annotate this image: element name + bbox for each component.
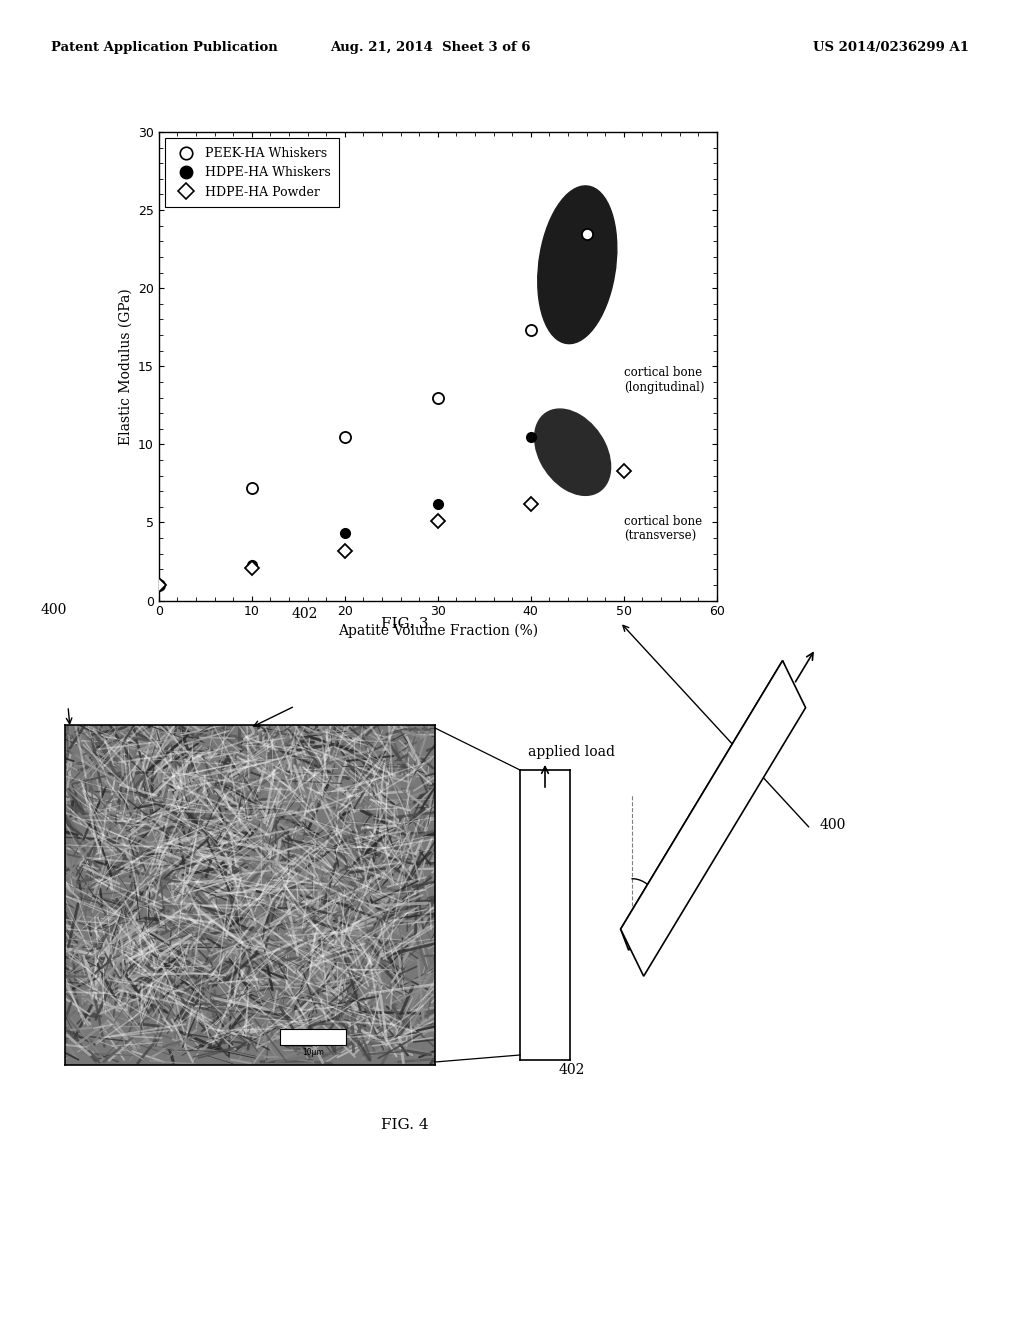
Bar [280,1030,346,1044]
Text: 402: 402 [292,607,318,620]
Text: FIG. 3: FIG. 3 [381,618,428,631]
Text: 400: 400 [819,818,846,832]
Ellipse shape [538,186,616,343]
Text: cortical bone
(longitudinal): cortical bone (longitudinal) [624,366,705,395]
Text: 402: 402 [558,1063,585,1077]
Text: Patent Application Publication: Patent Application Publication [51,41,278,54]
X-axis label: Apatite Volume Fraction (%): Apatite Volume Fraction (%) [338,624,538,639]
Text: cortical bone
(transverse): cortical bone (transverse) [624,515,701,543]
Text: 400: 400 [40,603,67,616]
Y-axis label: Elastic Modulus (GPa): Elastic Modulus (GPa) [119,288,132,445]
Legend: PEEK-HA Whiskers, HDPE-HA Whiskers, HDPE-HA Powder: PEEK-HA Whiskers, HDPE-HA Whiskers, HDPE… [165,139,340,207]
Text: applied load: applied load [528,744,614,759]
Text: US 2014/0236299 A1: US 2014/0236299 A1 [813,41,969,54]
Text: θ: θ [665,902,675,920]
Ellipse shape [535,409,610,495]
Text: Aug. 21, 2014  Sheet 3 of 6: Aug. 21, 2014 Sheet 3 of 6 [330,41,530,54]
Text: 10μm: 10μm [302,1048,324,1057]
Text: FIG. 4: FIG. 4 [381,1118,428,1131]
Polygon shape [621,660,791,950]
Polygon shape [621,660,806,977]
